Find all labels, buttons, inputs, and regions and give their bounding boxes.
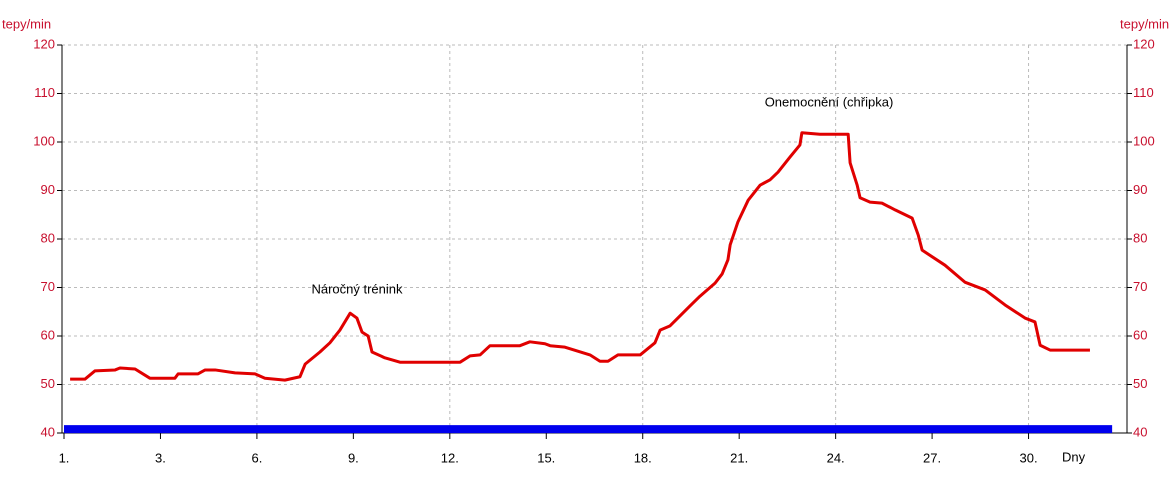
x-tick-label: 30. [1020,450,1038,465]
x-tick-label: 15. [537,450,555,465]
y-tick-label: 110 [34,85,55,100]
x-tick-label: 6. [251,450,262,465]
annotation: Náročný trénink [311,281,403,296]
line-series [70,131,1090,382]
x-tick-label: 18. [634,450,652,465]
x-axis-label: Dny [1062,449,1086,464]
y2-tick-label: 50 [1133,376,1147,391]
y-tick-label: 100 [33,133,55,148]
y-tick-label: 70 [41,279,55,294]
y-tick-label: 80 [41,230,55,245]
y-tick-label: 50 [41,376,55,391]
y-tick-label: 120 [33,36,55,51]
x-tick-label: 24. [827,450,845,465]
y2-tick-label: 80 [1133,230,1147,245]
x-tick-label: 12. [441,450,459,465]
x-tick-label: 1. [59,450,70,465]
y2-tick-label: 90 [1133,182,1147,197]
x-tick-label: 9. [348,450,359,465]
y2-tick-label: 60 [1133,327,1147,342]
y-tick-label: 90 [41,182,55,197]
y-tick-label: 60 [41,327,55,342]
x-tick-label: 21. [730,450,748,465]
x-tick-label: 3. [155,450,166,465]
y2-tick-label: 110 [1133,85,1154,100]
y2-tick-label: 70 [1133,279,1147,294]
y2-tick-label: 120 [1133,36,1155,51]
annotation: Onemocnění (chřipka) [765,94,894,109]
y2-axis-label: tepy/min [1120,16,1169,31]
x-tick-label: 27. [923,450,941,465]
y-tick-label: 40 [41,424,55,439]
y-axis-label: tepy/min [2,16,51,31]
y2-tick-label: 40 [1133,424,1147,439]
y2-tick-label: 100 [1133,133,1155,148]
